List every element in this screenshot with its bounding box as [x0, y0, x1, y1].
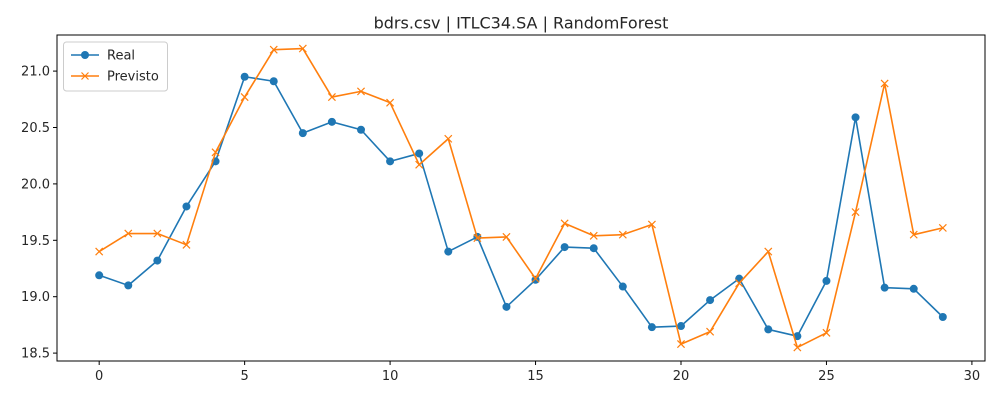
- legend-marker-real: [81, 51, 89, 59]
- data-point-previsto: [269, 45, 278, 54]
- data-point-real: [647, 323, 656, 332]
- data-point-previsto: [298, 44, 307, 53]
- plot-frame: [56, 34, 986, 362]
- data-point-real: [444, 247, 453, 256]
- data-point-real: [153, 256, 162, 265]
- data-point-real: [735, 274, 744, 283]
- legend-label-real: Real: [107, 49, 135, 64]
- data-point-previsto: [356, 87, 366, 96]
- series-line-real: [98, 75, 944, 337]
- data-point-real: [764, 325, 773, 334]
- data-point-previsto: [560, 219, 569, 228]
- data-point-real: [415, 149, 424, 158]
- data-point-real: [851, 113, 860, 122]
- data-point-previsto: [444, 134, 453, 143]
- data-point-previsto: [502, 232, 511, 241]
- data-point-previsto: [153, 229, 162, 238]
- data-point-real: [386, 157, 395, 166]
- x-tick-label: 30: [964, 369, 981, 384]
- x-tick-label: 25: [818, 369, 835, 384]
- data-point-previsto: [182, 240, 191, 249]
- chart-title: bdrs.csv | ITLC34.SA | RandomForest: [374, 14, 669, 33]
- x-tick-label: 10: [382, 369, 399, 384]
- data-point-real: [677, 322, 685, 331]
- data-point-previsto: [822, 328, 831, 337]
- data-point-previsto: [415, 160, 424, 169]
- data-point-real: [560, 243, 569, 252]
- series-line-previsto: [98, 47, 944, 349]
- data-point-previsto: [531, 274, 540, 283]
- data-point-previsto: [647, 220, 656, 229]
- x-tick-label: 5: [240, 369, 248, 384]
- data-point-real: [357, 125, 365, 134]
- data-point-real: [124, 281, 133, 290]
- data-point-previsto: [880, 79, 889, 88]
- x-tick-label: 15: [527, 369, 544, 384]
- data-point-previsto: [676, 340, 686, 349]
- data-point-previsto: [386, 98, 395, 107]
- data-point-real: [95, 271, 104, 280]
- y-tick-label: 20.5: [21, 121, 50, 136]
- data-point-real: [298, 129, 307, 138]
- data-point-real: [531, 275, 540, 284]
- data-point-previsto: [473, 234, 482, 243]
- x-axis: 0 5 10 15 20 25 30: [95, 361, 980, 384]
- data-point-previsto: [124, 229, 133, 238]
- data-point-real: [938, 313, 947, 322]
- data-point-previsto: [95, 247, 104, 256]
- data-point-previsto: [327, 93, 336, 102]
- data-point-previsto: [211, 148, 220, 157]
- data-point-real: [182, 202, 191, 211]
- data-point-previsto: [706, 327, 715, 336]
- y-tick-label: 19.0: [21, 290, 50, 305]
- y-axis: 18.5 19.0 19.5 20.0 20.5 21.0: [21, 65, 57, 362]
- y-tick-label: 21.0: [21, 65, 50, 80]
- data-point-previsto: [589, 231, 598, 240]
- data-point-real: [269, 77, 278, 86]
- data-point-previsto: [851, 208, 860, 217]
- data-point-real: [822, 276, 831, 285]
- y-tick-label: 19.5: [21, 234, 50, 249]
- y-tick-label: 20.0: [21, 177, 50, 192]
- data-point-previsto: [764, 247, 773, 256]
- data-point-previsto: [793, 343, 802, 352]
- x-tick-label: 0: [95, 369, 103, 384]
- data-point-previsto: [735, 279, 744, 288]
- data-point-real: [240, 72, 249, 81]
- data-point-real: [502, 302, 511, 311]
- data-point-real: [880, 283, 889, 292]
- data-point-previsto: [618, 230, 627, 239]
- data-point-real: [618, 282, 627, 291]
- x-tick-label: 20: [673, 369, 690, 384]
- legend-label-previsto: Previsto: [107, 70, 159, 85]
- y-tick-label: 18.5: [21, 347, 50, 362]
- legend-marker-previsto: [81, 72, 89, 80]
- data-point-previsto: [938, 223, 947, 232]
- data-point-real: [327, 117, 336, 126]
- series-previsto: [95, 44, 947, 352]
- data-point-real: [909, 284, 918, 293]
- legend: Real Previsto: [63, 41, 168, 92]
- data-point-real: [589, 244, 598, 253]
- data-point-previsto: [240, 93, 249, 102]
- data-point-previsto: [909, 230, 918, 239]
- data-point-real: [706, 296, 715, 305]
